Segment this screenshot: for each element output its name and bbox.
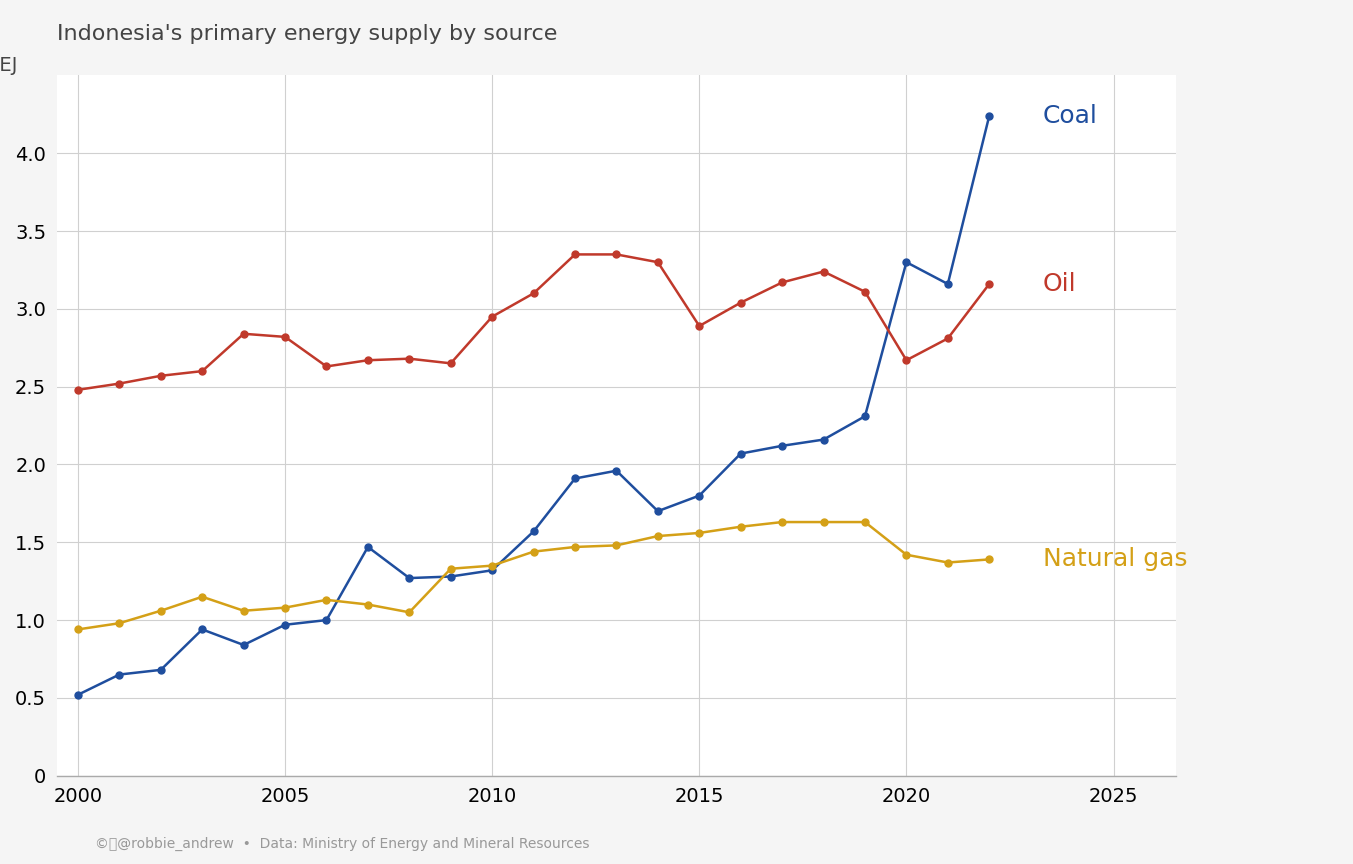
Text: ©ⓘ@robbie_andrew  •  Data: Ministry of Energy and Mineral Resources: ©ⓘ@robbie_andrew • Data: Ministry of Ene…	[95, 837, 589, 851]
Text: Coal: Coal	[1043, 104, 1099, 128]
Text: 4.5 EJ: 4.5 EJ	[0, 56, 18, 75]
Text: Indonesia's primary energy supply by source: Indonesia's primary energy supply by sou…	[57, 24, 557, 44]
Text: Oil: Oil	[1043, 272, 1077, 296]
Text: Natural gas: Natural gas	[1043, 548, 1188, 571]
